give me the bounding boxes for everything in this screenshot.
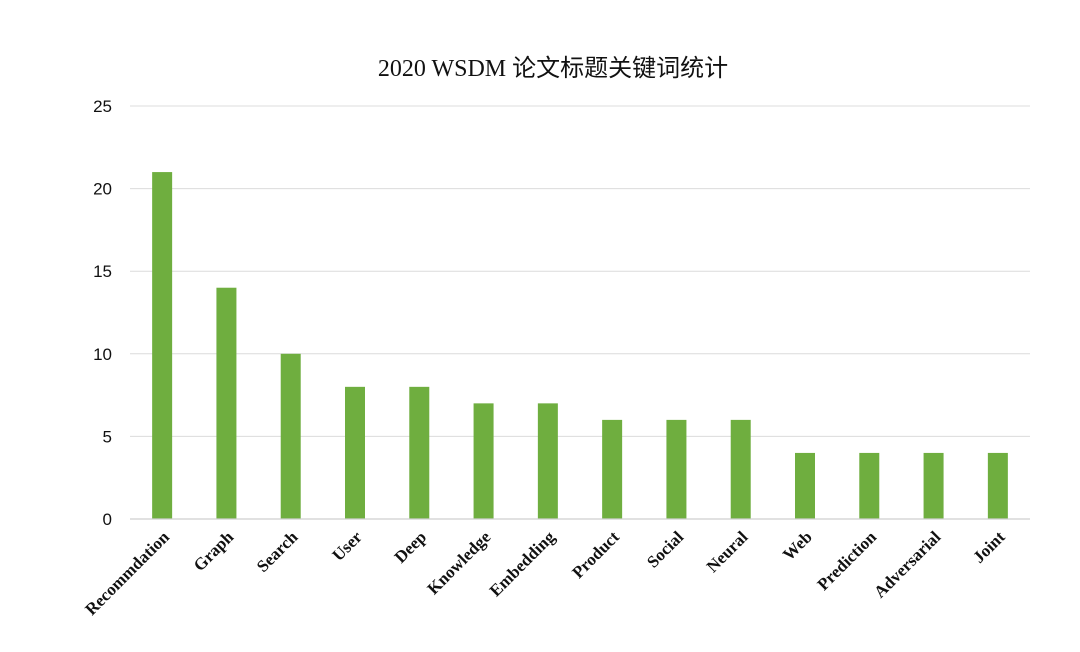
y-tick-label: 15 bbox=[93, 262, 112, 281]
x-tick-label: Graph bbox=[190, 527, 238, 575]
bar-adversarial bbox=[923, 452, 944, 519]
bar-deep bbox=[409, 386, 430, 519]
bar-social bbox=[666, 419, 687, 519]
x-tick-label: Web bbox=[779, 527, 816, 564]
y-tick-label: 20 bbox=[93, 180, 112, 199]
x-axis-ticks: Recommdation Graph Search User DeepKnowledge… bbox=[81, 527, 1009, 619]
x-tick-label: Neural bbox=[703, 527, 752, 576]
x-tick-label: Adversarial bbox=[870, 527, 944, 601]
x-tick-label: Embedding bbox=[486, 527, 559, 600]
bar-joint bbox=[987, 452, 1008, 519]
bar-prediction bbox=[859, 452, 880, 519]
gridlines bbox=[130, 105, 1030, 437]
x-tick-label: Deep bbox=[391, 527, 430, 566]
bar-graph bbox=[216, 287, 237, 519]
y-tick-label: 5 bbox=[103, 427, 112, 446]
chart-title: 2020 WSDM 论文标题关键词统计 bbox=[378, 55, 728, 82]
bars bbox=[152, 172, 1008, 519]
bar-recommdation bbox=[152, 172, 173, 519]
bar-embedding bbox=[537, 403, 558, 519]
x-tick-label: Recommdation bbox=[81, 527, 173, 619]
x-tick-label: Social bbox=[643, 527, 687, 571]
x-tick-label: Product bbox=[568, 527, 623, 582]
y-tick-label: 25 bbox=[93, 97, 112, 116]
x-tick-label: Knowledge bbox=[424, 527, 495, 598]
bar-user bbox=[345, 386, 365, 519]
bar-knowledge bbox=[473, 403, 494, 519]
y-axis-ticks: 0 5 10 15 20 25 bbox=[93, 97, 112, 529]
bar-neural bbox=[730, 419, 751, 519]
x-tick-label: Prediction bbox=[813, 527, 880, 594]
bar-web bbox=[795, 452, 815, 519]
y-tick-label: 10 bbox=[93, 345, 112, 364]
bar-product bbox=[602, 419, 623, 519]
x-tick-label: Search bbox=[253, 527, 302, 576]
y-tick-label: 0 bbox=[103, 510, 112, 529]
x-tick-label: User bbox=[328, 527, 366, 565]
bar-search bbox=[280, 353, 301, 519]
x-tick-label: Joint bbox=[969, 527, 1009, 567]
